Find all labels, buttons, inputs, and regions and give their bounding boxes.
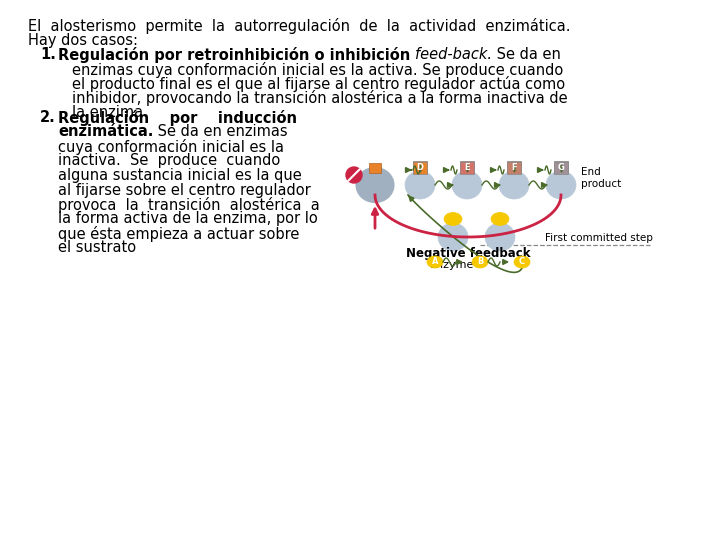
- Text: inactiva.  Se  produce  cuando: inactiva. Se produce cuando: [58, 153, 280, 168]
- Ellipse shape: [356, 167, 394, 202]
- Text: inhibidor, provocando la transición alostérica a la forma inactiva de: inhibidor, provocando la transición alos…: [72, 91, 567, 106]
- Text: product: product: [581, 179, 621, 189]
- Text: 1.: 1.: [40, 47, 56, 62]
- Ellipse shape: [491, 213, 509, 226]
- Text: Regulación por retroinhibición o inhibición: Regulación por retroinhibición o inhibic…: [58, 47, 415, 63]
- Ellipse shape: [438, 223, 468, 251]
- FancyBboxPatch shape: [413, 161, 427, 173]
- Ellipse shape: [472, 256, 488, 268]
- Text: First committed step: First committed step: [545, 233, 653, 243]
- FancyBboxPatch shape: [460, 162, 474, 174]
- Text: alguna sustancia inicial es la que: alguna sustancia inicial es la que: [58, 168, 302, 183]
- FancyBboxPatch shape: [369, 163, 381, 173]
- Text: B: B: [477, 258, 483, 267]
- Text: enzimática.: enzimática.: [58, 125, 153, 139]
- Text: al fijarse sobre el centro regulador: al fijarse sobre el centro regulador: [58, 183, 311, 198]
- Text: que ésta empieza a actuar sobre: que ésta empieza a actuar sobre: [58, 226, 300, 242]
- Ellipse shape: [405, 171, 435, 199]
- FancyBboxPatch shape: [507, 161, 521, 173]
- Text: Hay dos casos:: Hay dos casos:: [28, 32, 138, 48]
- Text: la enzima.: la enzima.: [72, 105, 148, 120]
- Text: Negative feedback: Negative feedback: [406, 247, 530, 260]
- Text: C: C: [519, 258, 525, 267]
- FancyBboxPatch shape: [460, 161, 474, 173]
- Ellipse shape: [546, 171, 576, 199]
- Text: D: D: [416, 164, 423, 172]
- Text: G: G: [557, 164, 564, 172]
- Text: Se da en: Se da en: [492, 47, 562, 62]
- Ellipse shape: [514, 256, 530, 268]
- Text: el sustrato: el sustrato: [58, 240, 136, 255]
- FancyBboxPatch shape: [413, 162, 427, 174]
- Text: E: E: [464, 164, 470, 172]
- Text: cuya conformación inicial es la: cuya conformación inicial es la: [58, 139, 284, 155]
- Text: feed-back.: feed-back.: [415, 47, 492, 62]
- Ellipse shape: [444, 213, 462, 226]
- FancyBboxPatch shape: [554, 161, 568, 173]
- Ellipse shape: [427, 256, 443, 268]
- Text: la forma activa de la enzima, por lo: la forma activa de la enzima, por lo: [58, 212, 318, 226]
- Text: provoca  la  transición  alostérica  a: provoca la transición alostérica a: [58, 197, 320, 213]
- Text: 2.: 2.: [40, 110, 55, 125]
- Ellipse shape: [485, 223, 515, 251]
- Text: A: A: [432, 258, 438, 267]
- Text: Regulación    por    inducción: Regulación por inducción: [58, 110, 297, 126]
- Text: el producto final es el que al fijarse al centro regulador actúa como: el producto final es el que al fijarse a…: [72, 76, 565, 92]
- Text: End: End: [581, 167, 600, 177]
- Circle shape: [346, 167, 362, 183]
- Text: El  alosterismo  permite  la  autorregulación  de  la  actividad  enzimática.: El alosterismo permite la autorregulació…: [28, 18, 570, 34]
- Ellipse shape: [499, 171, 529, 199]
- Text: Enzyme: Enzyme: [430, 260, 474, 270]
- FancyBboxPatch shape: [554, 162, 568, 174]
- Ellipse shape: [452, 171, 482, 199]
- Text: enzimas cuya conformación inicial es la activa. Se produce cuando: enzimas cuya conformación inicial es la …: [72, 62, 563, 78]
- FancyBboxPatch shape: [507, 162, 521, 174]
- Text: Se da en enzimas: Se da en enzimas: [153, 125, 288, 139]
- Text: F: F: [511, 164, 517, 172]
